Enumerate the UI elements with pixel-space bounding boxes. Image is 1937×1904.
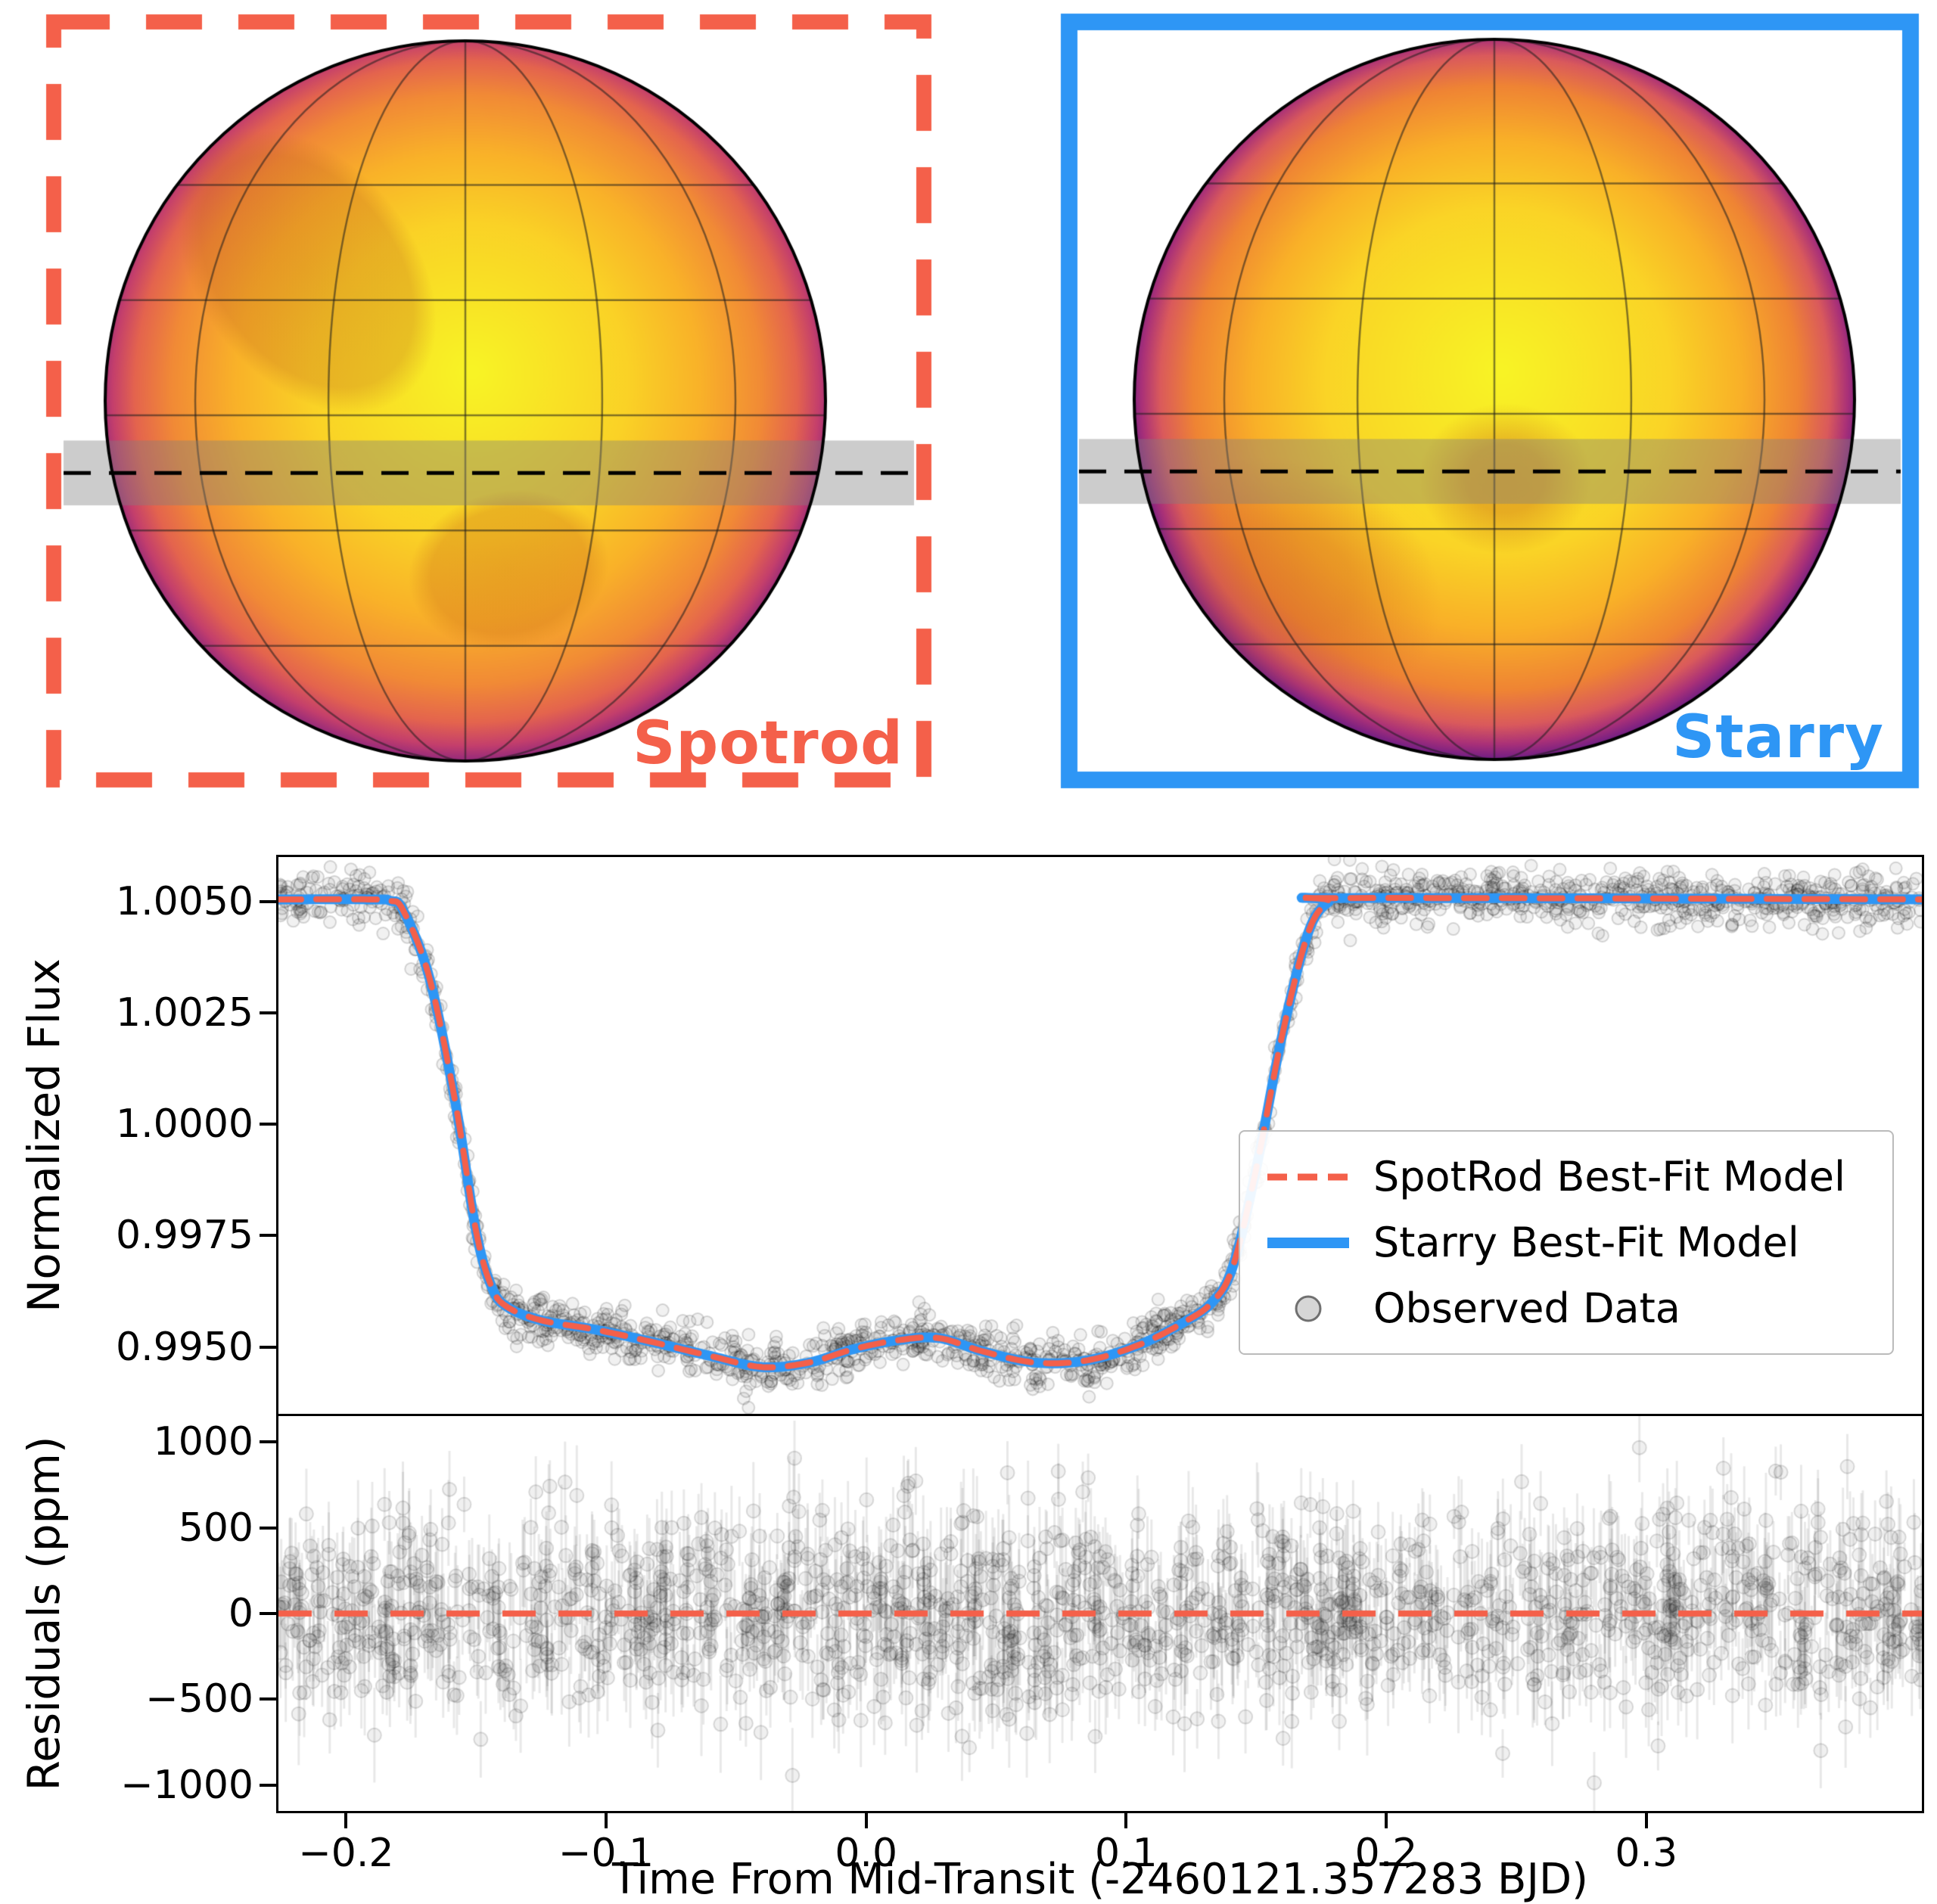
res-ytick-mark bbox=[260, 1526, 276, 1530]
xtick-label: 0.1 bbox=[1095, 1831, 1158, 1876]
res-ytick-label: −1000 bbox=[120, 1762, 253, 1808]
lc-ytick-mark bbox=[260, 1123, 276, 1126]
xtick-mark bbox=[344, 1813, 348, 1828]
legend-entry-starry-model: Starry Best-Fit Model bbox=[1263, 1219, 1870, 1266]
res-ytick-label: 0 bbox=[228, 1591, 253, 1636]
starry-label: Starry bbox=[1672, 704, 1884, 772]
residuals-axes bbox=[276, 1416, 1924, 1813]
starry-star-panel: Starry bbox=[1059, 12, 1920, 790]
xtick-mark bbox=[1385, 1813, 1388, 1828]
residuals-ylabel: Residuals (ppm) bbox=[18, 1436, 70, 1791]
starry-star-image bbox=[1059, 12, 1920, 790]
xtick-label: −0.2 bbox=[298, 1831, 394, 1876]
lc-ytick-mark bbox=[260, 1011, 276, 1015]
starry-solid-line-sample bbox=[1267, 1237, 1349, 1248]
lightcurve-ylabel: Normalized Flux bbox=[18, 958, 70, 1312]
xtick-label: −0.1 bbox=[558, 1831, 654, 1876]
xtick-label: 0.2 bbox=[1354, 1831, 1418, 1876]
spotrod-dashed-line-sample bbox=[1267, 1173, 1349, 1180]
observed-data-marker-sample bbox=[1295, 1295, 1322, 1322]
legend: SpotRod Best-Fit Model Starry Best-Fit M… bbox=[1239, 1130, 1894, 1355]
xtick-mark bbox=[864, 1813, 868, 1828]
xtick-label: 0.0 bbox=[835, 1831, 898, 1876]
xtick-mark bbox=[1124, 1813, 1128, 1828]
res-ytick-label: 500 bbox=[178, 1505, 253, 1551]
spotrod-star-image bbox=[44, 12, 934, 790]
lc-ytick-mark bbox=[260, 899, 276, 903]
legend-entry-observed-data: Observed Data bbox=[1263, 1284, 1870, 1332]
res-ytick-mark bbox=[260, 1440, 276, 1444]
legend-entry-spotrod-model: SpotRod Best-Fit Model bbox=[1263, 1153, 1870, 1200]
lc-ytick-label: 0.9950 bbox=[116, 1324, 253, 1370]
res-ytick-mark bbox=[260, 1612, 276, 1615]
xtick-mark bbox=[605, 1813, 608, 1828]
xtick-mark bbox=[1644, 1813, 1648, 1828]
x-axis-label: Time From Mid-Transit (-2460121.357283 B… bbox=[612, 1855, 1588, 1904]
lc-ytick-mark bbox=[260, 1234, 276, 1238]
res-ytick-mark bbox=[260, 1697, 276, 1701]
lc-ytick-label: 1.0050 bbox=[116, 878, 253, 924]
res-ytick-mark bbox=[260, 1783, 276, 1787]
lc-ytick-label: 1.0000 bbox=[116, 1101, 253, 1148]
res-ytick-label: −500 bbox=[145, 1676, 253, 1722]
lc-ytick-label: 1.0025 bbox=[116, 990, 253, 1036]
legend-label-spotrod: SpotRod Best-Fit Model bbox=[1373, 1153, 1846, 1200]
residuals-plot bbox=[278, 1416, 1922, 1811]
spotrod-label: Spotrod bbox=[633, 710, 903, 778]
spotrod-star-panel: Spotrod bbox=[44, 12, 934, 790]
lc-ytick-label: 0.9975 bbox=[116, 1213, 253, 1259]
xtick-label: 0.3 bbox=[1615, 1831, 1678, 1876]
legend-label-observed: Observed Data bbox=[1373, 1284, 1680, 1332]
res-ytick-label: 1000 bbox=[153, 1419, 253, 1465]
legend-label-starry: Starry Best-Fit Model bbox=[1373, 1219, 1799, 1266]
lc-ytick-mark bbox=[260, 1345, 276, 1349]
